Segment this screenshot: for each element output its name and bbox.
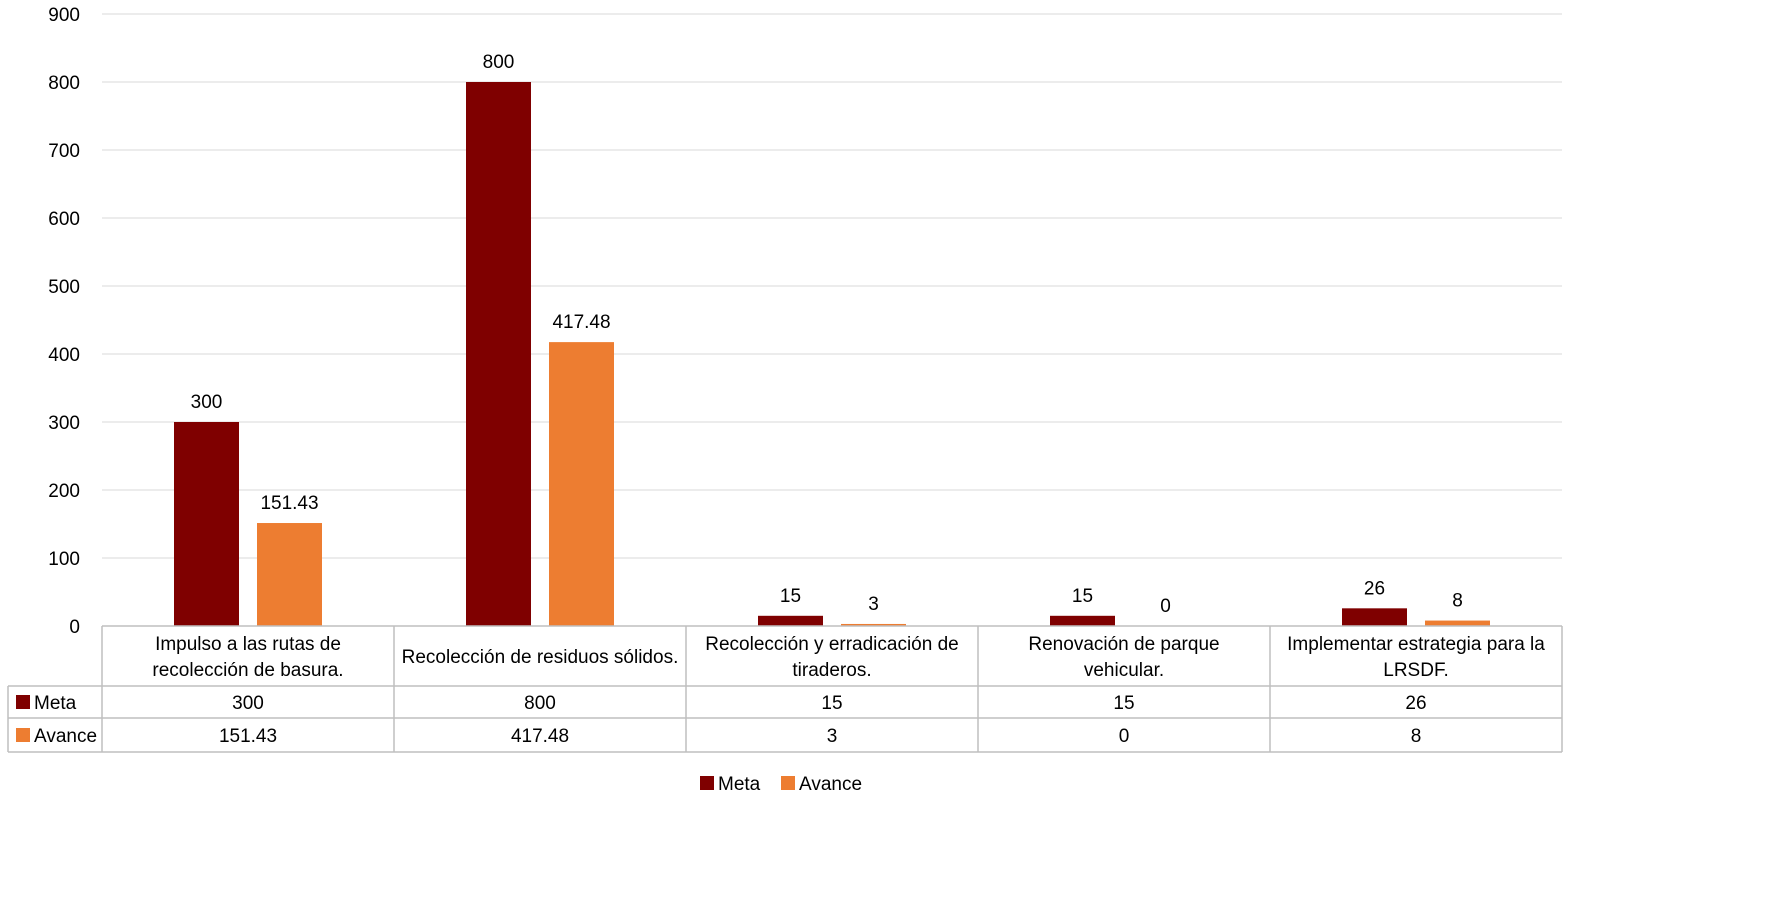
table-cell: 26 — [1405, 693, 1426, 714]
category-label: Impulso a las rutas de — [155, 634, 341, 655]
table-cell: 300 — [232, 693, 264, 714]
table-cell: 151.43 — [219, 726, 277, 747]
data-label: 0 — [1160, 596, 1171, 617]
bar-avance — [1425, 620, 1490, 626]
data-label: 15 — [1072, 586, 1093, 607]
table-legend-key-meta — [16, 695, 30, 709]
category-label: LRSDF. — [1383, 660, 1448, 681]
bar-avance — [549, 342, 614, 626]
data-label: 15 — [780, 586, 801, 607]
y-tick-label: 300 — [48, 413, 80, 434]
legend-label: Avance — [799, 774, 862, 795]
table-series-name: Meta — [34, 693, 77, 714]
bar-meta — [174, 422, 239, 626]
y-tick-label: 700 — [48, 141, 80, 162]
data-label: 26 — [1364, 578, 1385, 599]
y-tick-label: 900 — [48, 5, 80, 26]
y-tick-label: 800 — [48, 73, 80, 94]
y-tick-label: 400 — [48, 345, 80, 366]
data-label: 800 — [483, 52, 515, 73]
category-label: Renovación de parque — [1028, 634, 1219, 655]
y-tick-label: 0 — [69, 617, 80, 638]
table-cell: 800 — [524, 693, 556, 714]
legend-swatch-avance — [781, 776, 795, 790]
data-label: 417.48 — [552, 312, 610, 333]
category-label: vehicular. — [1084, 660, 1164, 681]
bar-avance — [841, 623, 906, 626]
legend-label: Meta — [718, 774, 761, 795]
category-label: tiraderos. — [792, 660, 871, 681]
bar-meta — [1342, 608, 1407, 626]
table-cell: 15 — [821, 693, 842, 714]
y-tick-label: 600 — [48, 209, 80, 230]
bar-avance — [257, 523, 322, 626]
table-cell: 417.48 — [511, 726, 569, 747]
data-label: 151.43 — [260, 493, 318, 514]
y-tick-label: 200 — [48, 481, 80, 502]
bar-meta — [758, 615, 823, 626]
legend-swatch-meta — [700, 776, 714, 790]
table-cell: 3 — [827, 726, 838, 747]
category-label: Implementar estrategia para la — [1287, 634, 1545, 655]
data-label: 3 — [868, 594, 879, 615]
bar-meta — [1050, 615, 1115, 626]
table-cell: 8 — [1411, 726, 1422, 747]
category-label: recolección de basura. — [152, 660, 343, 681]
data-label: 300 — [191, 392, 223, 413]
table-legend-key-avance — [16, 728, 30, 742]
table-cell: 15 — [1113, 693, 1134, 714]
y-tick-label: 500 — [48, 277, 80, 298]
data-label: 8 — [1452, 591, 1463, 612]
table-series-name: Avance — [34, 726, 97, 747]
y-tick-label: 100 — [48, 549, 80, 570]
category-label: Recolección de residuos sólidos. — [402, 647, 679, 668]
bar-meta — [466, 82, 531, 626]
table-cell: 0 — [1119, 726, 1130, 747]
category-label: Recolección y erradicación de — [705, 634, 958, 655]
